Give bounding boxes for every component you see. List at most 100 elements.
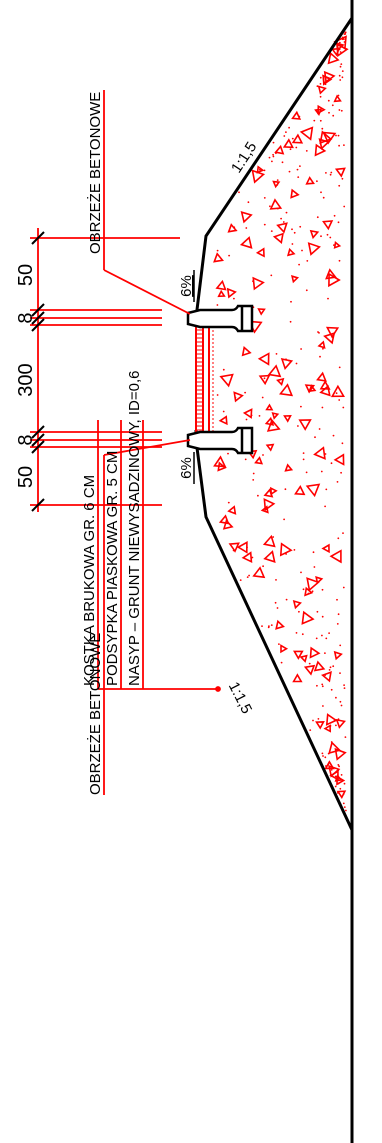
pavement-layers <box>195 318 214 440</box>
hatch-dot <box>340 704 343 707</box>
hatch-triangle <box>260 505 269 514</box>
hatch-triangle <box>291 133 304 144</box>
hatch-dot <box>343 205 346 208</box>
hatch-triangle <box>305 483 321 498</box>
hatch-dot <box>341 38 344 41</box>
dimension-8-bottom: 8 <box>15 434 37 445</box>
hatch-dot <box>319 95 322 98</box>
hatch-dot <box>337 782 340 785</box>
hatch-dot <box>246 546 248 549</box>
hatch-dot <box>291 137 294 140</box>
hatch-triangle <box>276 377 285 387</box>
hatch-dot <box>298 263 300 266</box>
hatch-dot <box>333 214 336 217</box>
hatch-triangle <box>313 446 326 460</box>
hatch-triangle <box>331 47 341 57</box>
hatch-dot <box>248 574 251 577</box>
hatch-triangle <box>327 51 340 65</box>
hatch-triangle <box>236 541 248 554</box>
hatch-dot <box>306 260 309 262</box>
hatch-triangle <box>227 223 238 233</box>
hatch-dot <box>343 782 346 785</box>
hatch-dot <box>298 115 301 118</box>
embankment-outline <box>194 0 354 1143</box>
curb-top <box>186 304 254 333</box>
hatch-triangle <box>213 455 227 468</box>
hatch-dot <box>312 719 314 722</box>
hatch-triangle <box>316 371 327 382</box>
dimension-300: 300 <box>15 363 37 396</box>
hatch-dot <box>328 669 331 671</box>
hatch-dot <box>344 31 347 34</box>
hatch-dot <box>342 532 344 534</box>
hatch-dot <box>324 756 327 759</box>
hatch-dot <box>322 196 325 199</box>
hatch-dot <box>307 592 310 595</box>
hatch-dot <box>334 775 337 778</box>
hatch-dot <box>337 134 340 137</box>
hatch-dot <box>321 588 324 591</box>
hatch-triangle <box>315 576 324 585</box>
hatch-dot <box>251 556 254 559</box>
embankment-fill-hatch <box>213 31 349 812</box>
hatch-dot <box>244 391 247 394</box>
hatch-dot <box>319 83 322 85</box>
hatch-dot <box>277 207 279 210</box>
hatch-triangle <box>213 252 224 263</box>
hatch-dot <box>312 551 315 554</box>
hatch-dot <box>337 94 340 97</box>
hatch-dot <box>321 127 324 130</box>
hatch-dot <box>324 453 327 455</box>
hatch-dot <box>270 624 273 626</box>
hatch-dot <box>259 168 261 171</box>
hatch-dot <box>330 462 333 465</box>
hatch-dot <box>289 320 292 323</box>
hatch-dot <box>338 399 341 401</box>
hatch-dot <box>252 472 255 475</box>
hatch-dot <box>285 131 287 134</box>
hatch-triangle <box>307 242 321 256</box>
hatch-dot <box>330 53 332 56</box>
hatch-dot <box>315 637 318 640</box>
hatch-dot <box>299 225 302 228</box>
hatch-dot <box>339 787 342 790</box>
hatch-triangle <box>272 180 281 189</box>
hatch-triangle <box>276 222 288 234</box>
slope-label-top: 1:1,5 <box>228 139 260 176</box>
hatch-dot <box>324 674 326 676</box>
hatch-dot <box>338 109 341 111</box>
layer-label-sand-bed: PODSYPKA PIASKOWA GR. 5 CM <box>104 451 121 686</box>
hatch-dot <box>285 211 288 214</box>
hatch-dot <box>321 683 324 686</box>
hatch-dot <box>245 418 248 421</box>
hatch-dot <box>338 259 341 262</box>
hatch-dot <box>278 643 280 645</box>
hatch-dot <box>330 741 333 743</box>
hatch-triangle <box>292 673 303 683</box>
hatch-triangle <box>252 276 265 291</box>
hatch-dot <box>335 134 337 137</box>
crossfall-label-bottom: 6% <box>178 457 195 479</box>
layer-label-paver: KOSTKA BRUKOWA GR. 6 CM <box>81 475 98 686</box>
hatch-dot <box>319 76 322 79</box>
hatch-dot <box>280 661 283 664</box>
hatch-dot <box>341 70 344 72</box>
hatch-dot <box>262 565 264 568</box>
hatch-triangle <box>215 279 227 291</box>
hatch-dot <box>309 729 312 731</box>
hatch-dot <box>234 396 237 399</box>
hatch-triangle <box>282 138 294 149</box>
hatch-dot <box>334 785 337 788</box>
hatch-dot <box>313 119 316 122</box>
hatch-dot <box>329 666 332 669</box>
hatch-triangle <box>263 550 276 563</box>
hatch-dot <box>288 170 291 173</box>
hatch-dot <box>342 793 345 796</box>
hatch-dot <box>343 687 346 689</box>
hatch-dot <box>321 615 324 618</box>
hatch-triangle <box>262 534 276 548</box>
hatch-dot <box>271 160 273 163</box>
hatch-dot <box>337 718 340 721</box>
hatch-triangle <box>279 383 294 397</box>
